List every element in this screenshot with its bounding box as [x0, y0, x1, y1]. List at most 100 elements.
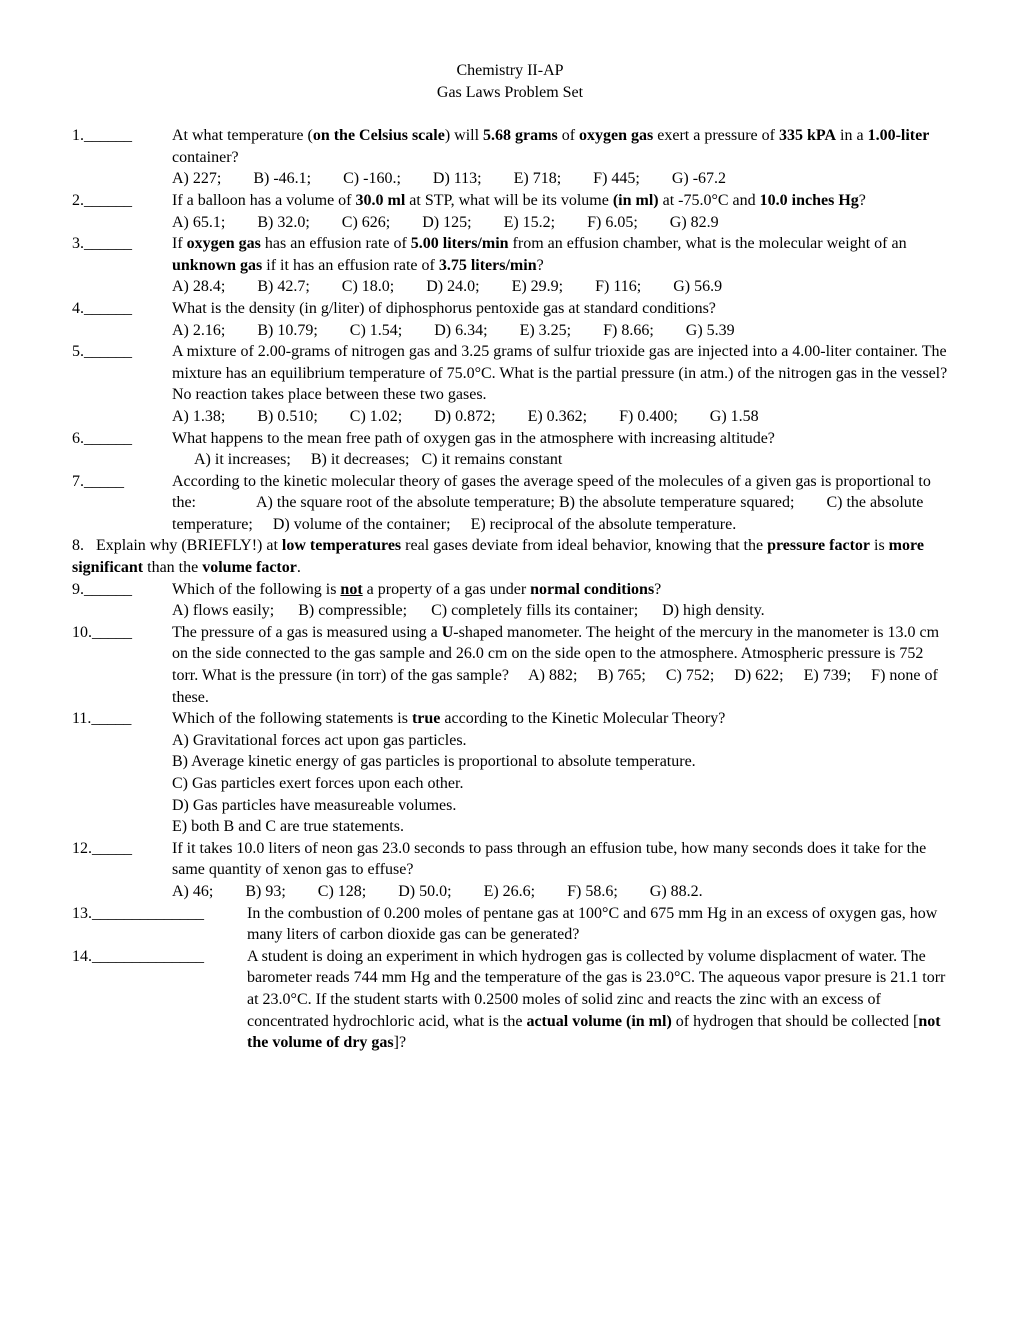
choice-e: E) 718;: [514, 168, 562, 190]
choice-c: C) Gas particles exert forces upon each …: [172, 773, 948, 795]
choice-g: G) -67.2: [672, 168, 726, 190]
choice-b: B) 765;: [597, 667, 645, 684]
choices: A) 227; B) -46.1; C) -160.; D) 113; E) 7…: [172, 168, 948, 190]
question-body: Which of the following statements is tru…: [172, 708, 948, 838]
choice-b: B) the absolute temperature squared;: [559, 494, 794, 511]
choice-b: B) -46.1;: [253, 168, 311, 190]
question-number: 7._____: [72, 471, 172, 493]
choice-a: A) 2.16;: [172, 320, 225, 342]
choice-a: A) 227;: [172, 168, 221, 190]
choices: A) it increases; B) it decreases; C) it …: [172, 449, 948, 471]
choice-d: D) high density.: [662, 602, 765, 619]
choice-f: F) 8.66;: [603, 320, 654, 342]
question-1: 1.______ At what temperature (on the Cel…: [72, 125, 948, 190]
header-title: Chemistry II-AP: [72, 60, 948, 82]
question-body: If oxygen gas has an effusion rate of 5.…: [172, 233, 948, 298]
question-5: 5.______ A mixture of 2.00-grams of nitr…: [72, 341, 948, 427]
question-body: The pressure of a gas is measured using …: [172, 622, 948, 708]
question-10: 10._____ The pressure of a gas is measur…: [72, 622, 948, 708]
choice-a: A) 882;: [528, 667, 577, 684]
choice-c: C) -160.;: [343, 168, 401, 190]
choice-d: D) 113;: [433, 168, 482, 190]
choices: A) 2.16; B) 10.79; C) 1.54; D) 6.34; E) …: [172, 320, 948, 342]
question-14: 14.______________ A student is doing an …: [72, 946, 948, 1054]
question-body: If a balloon has a volume of 30.0 ml at …: [172, 190, 948, 233]
question-11: 11._____ Which of the following statemen…: [72, 708, 948, 838]
choice-d: D) 6.34;: [434, 320, 487, 342]
question-body: A student is doing an experiment in whic…: [247, 946, 948, 1054]
choice-e: E) 0.362;: [528, 406, 588, 428]
choice-f: F) 0.400;: [619, 406, 678, 428]
question-number: 14.______________: [72, 946, 247, 968]
question-number: 4.______: [72, 298, 172, 320]
header-subtitle: Gas Laws Problem Set: [72, 82, 948, 104]
choice-b: B) 93;: [245, 881, 285, 903]
question-number: 1.______: [72, 125, 172, 147]
question-number: 8.: [72, 537, 84, 554]
page-header: Chemistry II-AP Gas Laws Problem Set: [72, 60, 948, 103]
choice-b: B) Average kinetic energy of gas particl…: [172, 751, 948, 773]
choice-d: D) Gas particles have measureable volume…: [172, 795, 948, 817]
choice-e: E) 739;: [804, 667, 852, 684]
question-12: 12._____ If it takes 10.0 liters of neon…: [72, 838, 948, 903]
question-body: If it takes 10.0 liters of neon gas 23.0…: [172, 838, 948, 903]
choice-a: A) 1.38;: [172, 406, 225, 428]
choice-d: D) 622;: [734, 667, 783, 684]
question-number: 3.______: [72, 233, 172, 255]
choice-b: B) 32.0;: [257, 212, 309, 234]
choice-g: G) 5.39: [686, 320, 735, 342]
question-number: 10._____: [72, 622, 172, 644]
choice-g: G) 88.2.: [650, 881, 703, 903]
choice-b: B) compressible;: [298, 602, 407, 619]
choice-d: D) 125;: [422, 212, 471, 234]
choice-c: C) 752;: [666, 667, 714, 684]
question-body: According to the kinetic molecular theor…: [172, 471, 948, 536]
choice-c: C) 128;: [318, 881, 366, 903]
choice-e: E) 15.2;: [504, 212, 556, 234]
choices: A) flows easily; B) compressible; C) com…: [172, 600, 948, 622]
choice-e: E) 3.25;: [520, 320, 572, 342]
question-6: 6.______ What happens to the mean free p…: [72, 428, 948, 471]
choice-c: C) 1.54;: [350, 320, 402, 342]
question-number: 9.______: [72, 579, 172, 601]
question-number: 12._____: [72, 838, 172, 860]
choice-g: G) 1.58: [710, 406, 759, 428]
choice-c: C) 626;: [342, 212, 390, 234]
choice-f: F) 58.6;: [567, 881, 618, 903]
choice-e: E) both B and C are true statements.: [172, 816, 948, 838]
question-body: At what temperature (on the Celsius scal…: [172, 125, 948, 190]
choices: A) 28.4; B) 42.7; C) 18.0; D) 24.0; E) 2…: [172, 276, 948, 298]
question-2: 2.______ If a balloon has a volume of 30…: [72, 190, 948, 233]
question-body: Which of the following is not a property…: [172, 579, 948, 622]
question-body: In the combustion of 0.200 moles of pent…: [247, 903, 948, 946]
choice-a: A) 65.1;: [172, 212, 225, 234]
choice-a: A) Gravitational forces act upon gas par…: [172, 730, 948, 752]
choice-d: D) volume of the container;: [273, 516, 451, 533]
question-9: 9.______ Which of the following is not a…: [72, 579, 948, 622]
choices: A) 65.1; B) 32.0; C) 626; D) 125; E) 15.…: [172, 212, 948, 234]
choice-c: C) it remains constant: [421, 451, 562, 468]
choice-e: E) reciprocal of the absolute temperatur…: [471, 516, 737, 533]
question-4: 4.______ What is the density (in g/liter…: [72, 298, 948, 341]
question-number: 2.______: [72, 190, 172, 212]
choice-a: A) the square root of the absolute tempe…: [256, 494, 555, 511]
choice-a: A) it increases;: [194, 451, 291, 468]
question-body: A mixture of 2.00-grams of nitrogen gas …: [172, 341, 948, 427]
choice-c: C) completely fills its container;: [431, 602, 638, 619]
choice-f: F) 445;: [593, 168, 640, 190]
choice-e: E) 29.9;: [512, 276, 564, 298]
choice-g: G) 56.9: [673, 276, 722, 298]
choice-d: D) 50.0;: [398, 881, 451, 903]
choice-c: C) 18.0;: [342, 276, 394, 298]
choices: A) 1.38; B) 0.510; C) 1.02; D) 0.872; E)…: [172, 406, 948, 428]
question-13: 13.______________ In the combustion of 0…: [72, 903, 948, 946]
choice-b: B) 42.7;: [257, 276, 309, 298]
choice-f: F) 6.05;: [587, 212, 638, 234]
choice-a: A) 28.4;: [172, 276, 225, 298]
choice-d: D) 24.0;: [426, 276, 479, 298]
question-number: 13.______________: [72, 903, 247, 925]
question-body: What happens to the mean free path of ox…: [172, 428, 948, 471]
choice-g: G) 82.9: [670, 212, 719, 234]
choice-d: D) 0.872;: [434, 406, 495, 428]
question-3: 3.______ If oxygen gas has an effusion r…: [72, 233, 948, 298]
